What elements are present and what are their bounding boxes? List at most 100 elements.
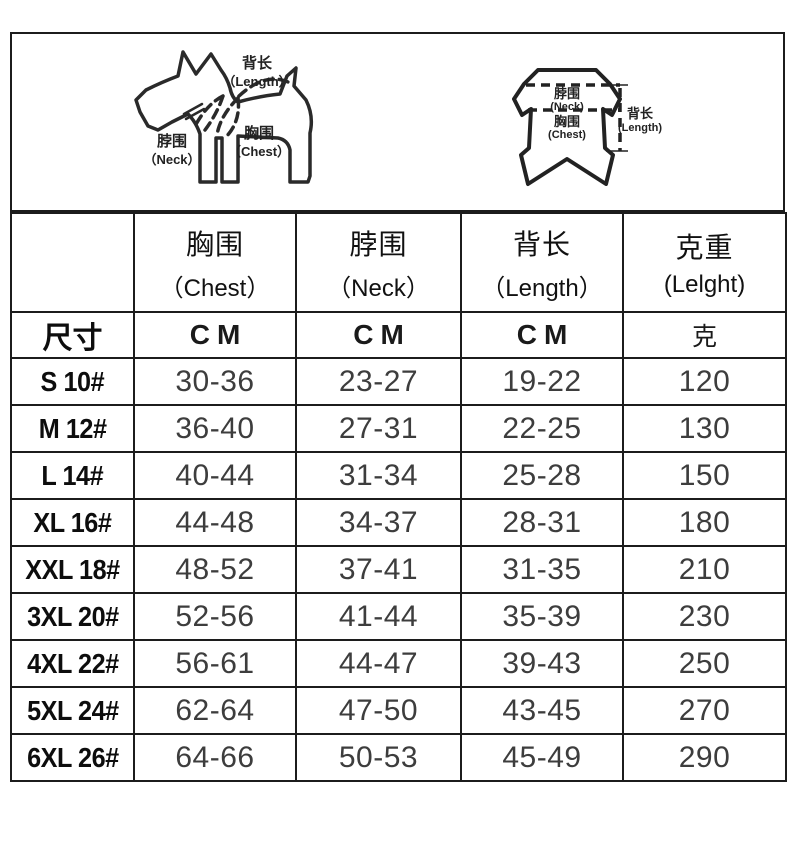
weight-value: 210 — [678, 552, 731, 586]
chest-cell: 62-64 — [133, 686, 297, 735]
table-row-l: L 14# 40-44 31-34 25-28 150 — [10, 451, 787, 500]
length-cell: 31-35 — [460, 545, 624, 594]
chest-value: 56-61 — [175, 646, 255, 680]
neck-cell: 44-47 — [295, 639, 462, 688]
chest-value: 48-52 — [175, 552, 255, 586]
chest-value: 62-64 — [175, 693, 255, 727]
dog-chest-dashed-band — [215, 96, 241, 140]
weight-value: 120 — [678, 364, 731, 398]
dog-measurement-illustration: 背长 （Length） 脖围 （Neck） 胸围 （Chest） — [134, 50, 314, 184]
size-cell: XL 16# — [10, 498, 135, 547]
weight-value: 270 — [678, 693, 731, 727]
length-value: 43-45 — [502, 693, 582, 727]
garment-chest-label-cn: 胸围 — [554, 114, 580, 129]
neck-value: 44-47 — [338, 646, 419, 680]
chest-cell: 64-66 — [133, 733, 297, 782]
dog-collar-line — [182, 102, 206, 121]
neck-header-cn: 脖围 — [349, 228, 408, 260]
weight-header-cn: 克重 — [675, 232, 734, 263]
weight-cell: 180 — [622, 498, 787, 547]
chest-value: 64-66 — [175, 740, 255, 774]
chest-value: 52-56 — [175, 599, 255, 633]
garment-neck-label-en: (Neck) — [550, 101, 584, 113]
length-value: 28-31 — [502, 505, 582, 539]
dog-neck-dashed-band — [193, 94, 225, 132]
weight-cell: 210 — [622, 545, 787, 594]
size-value: 5XL 24# — [26, 694, 119, 726]
length-value: 22-25 — [502, 411, 582, 445]
chest-value: 30-36 — [175, 364, 255, 398]
garment-length-label-cn: 背长 — [627, 106, 654, 121]
size-cell: XXL 18# — [10, 545, 135, 594]
unit-cell-neck: CM — [295, 311, 462, 359]
chest-cell: 52-56 — [133, 592, 297, 641]
neck-cell: 31-34 — [295, 451, 462, 500]
length-cell: 35-39 — [460, 592, 624, 641]
neck-value: 41-44 — [338, 599, 419, 633]
dog-length-label-cn: 背长 — [242, 54, 273, 72]
size-chart-table: 胸围 （Chest） 脖围 （Neck） 背长 （Length） — [10, 212, 787, 782]
weight-value: 230 — [678, 599, 731, 633]
size-cell: 3XL 20# — [10, 592, 135, 641]
dog-neck-label-en: （Neck） — [143, 152, 200, 167]
weight-value: 290 — [678, 740, 731, 774]
table-row-s: S 10# 30-36 23-27 19-22 120 — [10, 357, 787, 406]
chest-cell: 48-52 — [133, 545, 297, 594]
weight-value: 150 — [678, 458, 731, 492]
size-value: L 14# — [41, 459, 104, 491]
size-value: XXL 18# — [25, 553, 120, 585]
size-value: M 12# — [38, 412, 107, 444]
weight-cell: 120 — [622, 357, 787, 406]
weight-cell: 150 — [622, 451, 787, 500]
neck-value: 23-27 — [338, 364, 419, 398]
chest-value: 44-48 — [175, 505, 255, 539]
dog-chest-label-cn: 胸围 — [244, 124, 274, 142]
chest-header-cn: 胸围 — [185, 228, 244, 260]
header-row: 胸围 （Chest） 脖围 （Neck） 背长 （Length） — [10, 212, 787, 313]
chest-cell: 36-40 — [133, 404, 297, 453]
header-cell-length: 背长 （Length） — [460, 212, 624, 313]
length-header-en: （Length） — [481, 274, 603, 302]
size-value: 3XL 20# — [26, 600, 119, 632]
neck-cell: 50-53 — [295, 733, 462, 782]
weight-cell: 250 — [622, 639, 787, 688]
neck-value: 47-50 — [338, 693, 419, 727]
unit-cell-weight: 克 — [622, 311, 787, 359]
unit-cell-length: CM — [460, 311, 624, 359]
measurement-diagram-panel: 背长 （Length） 脖围 （Neck） 胸围 （Chest） 脖围 (Nec… — [10, 32, 785, 212]
chest-value: 36-40 — [175, 411, 255, 445]
header-cell-chest: 胸围 （Chest） — [133, 212, 297, 313]
neck-value: 50-53 — [338, 740, 419, 774]
table-row-5xl: 5XL 24# 62-64 47-50 43-45 270 — [10, 686, 787, 735]
length-value: 25-28 — [502, 458, 582, 492]
weight-cell: 130 — [622, 404, 787, 453]
garment-chest-label-en: (Chest) — [548, 129, 586, 141]
table-row-3xl: 3XL 20# 52-56 41-44 35-39 230 — [10, 592, 787, 641]
size-cell: S 10# — [10, 357, 135, 406]
unit-row: 尺寸 CM CM CM 克 — [10, 311, 787, 359]
size-value: 4XL 22# — [26, 647, 119, 679]
size-value: XL 16# — [33, 506, 112, 538]
weight-unit: 克 — [691, 323, 717, 351]
header-cell-weight: 克重 (Lelght) — [622, 212, 787, 313]
weight-value: 130 — [678, 411, 731, 445]
length-cell: 28-31 — [460, 498, 624, 547]
neck-cell: 27-31 — [295, 404, 462, 453]
garment-measurement-illustration: 脖围 (Neck) 胸围 (Chest) 背长 (Length) — [512, 68, 662, 186]
length-value: 31-35 — [502, 552, 582, 586]
neck-cell: 37-41 — [295, 545, 462, 594]
length-cell: 39-43 — [460, 639, 624, 688]
neck-value: 31-34 — [338, 458, 419, 492]
size-column-title: 尺寸 — [42, 322, 103, 355]
length-value: 35-39 — [502, 599, 582, 633]
size-cell: 5XL 24# — [10, 686, 135, 735]
neck-value: 37-41 — [338, 552, 419, 586]
size-cell: M 12# — [10, 404, 135, 453]
size-value: S 10# — [40, 365, 105, 397]
length-value: 39-43 — [502, 646, 582, 680]
length-cell: 45-49 — [460, 733, 624, 782]
length-value: 45-49 — [502, 740, 582, 774]
chest-cell: 30-36 — [133, 357, 297, 406]
dog-length-dashed-arc — [237, 77, 290, 98]
